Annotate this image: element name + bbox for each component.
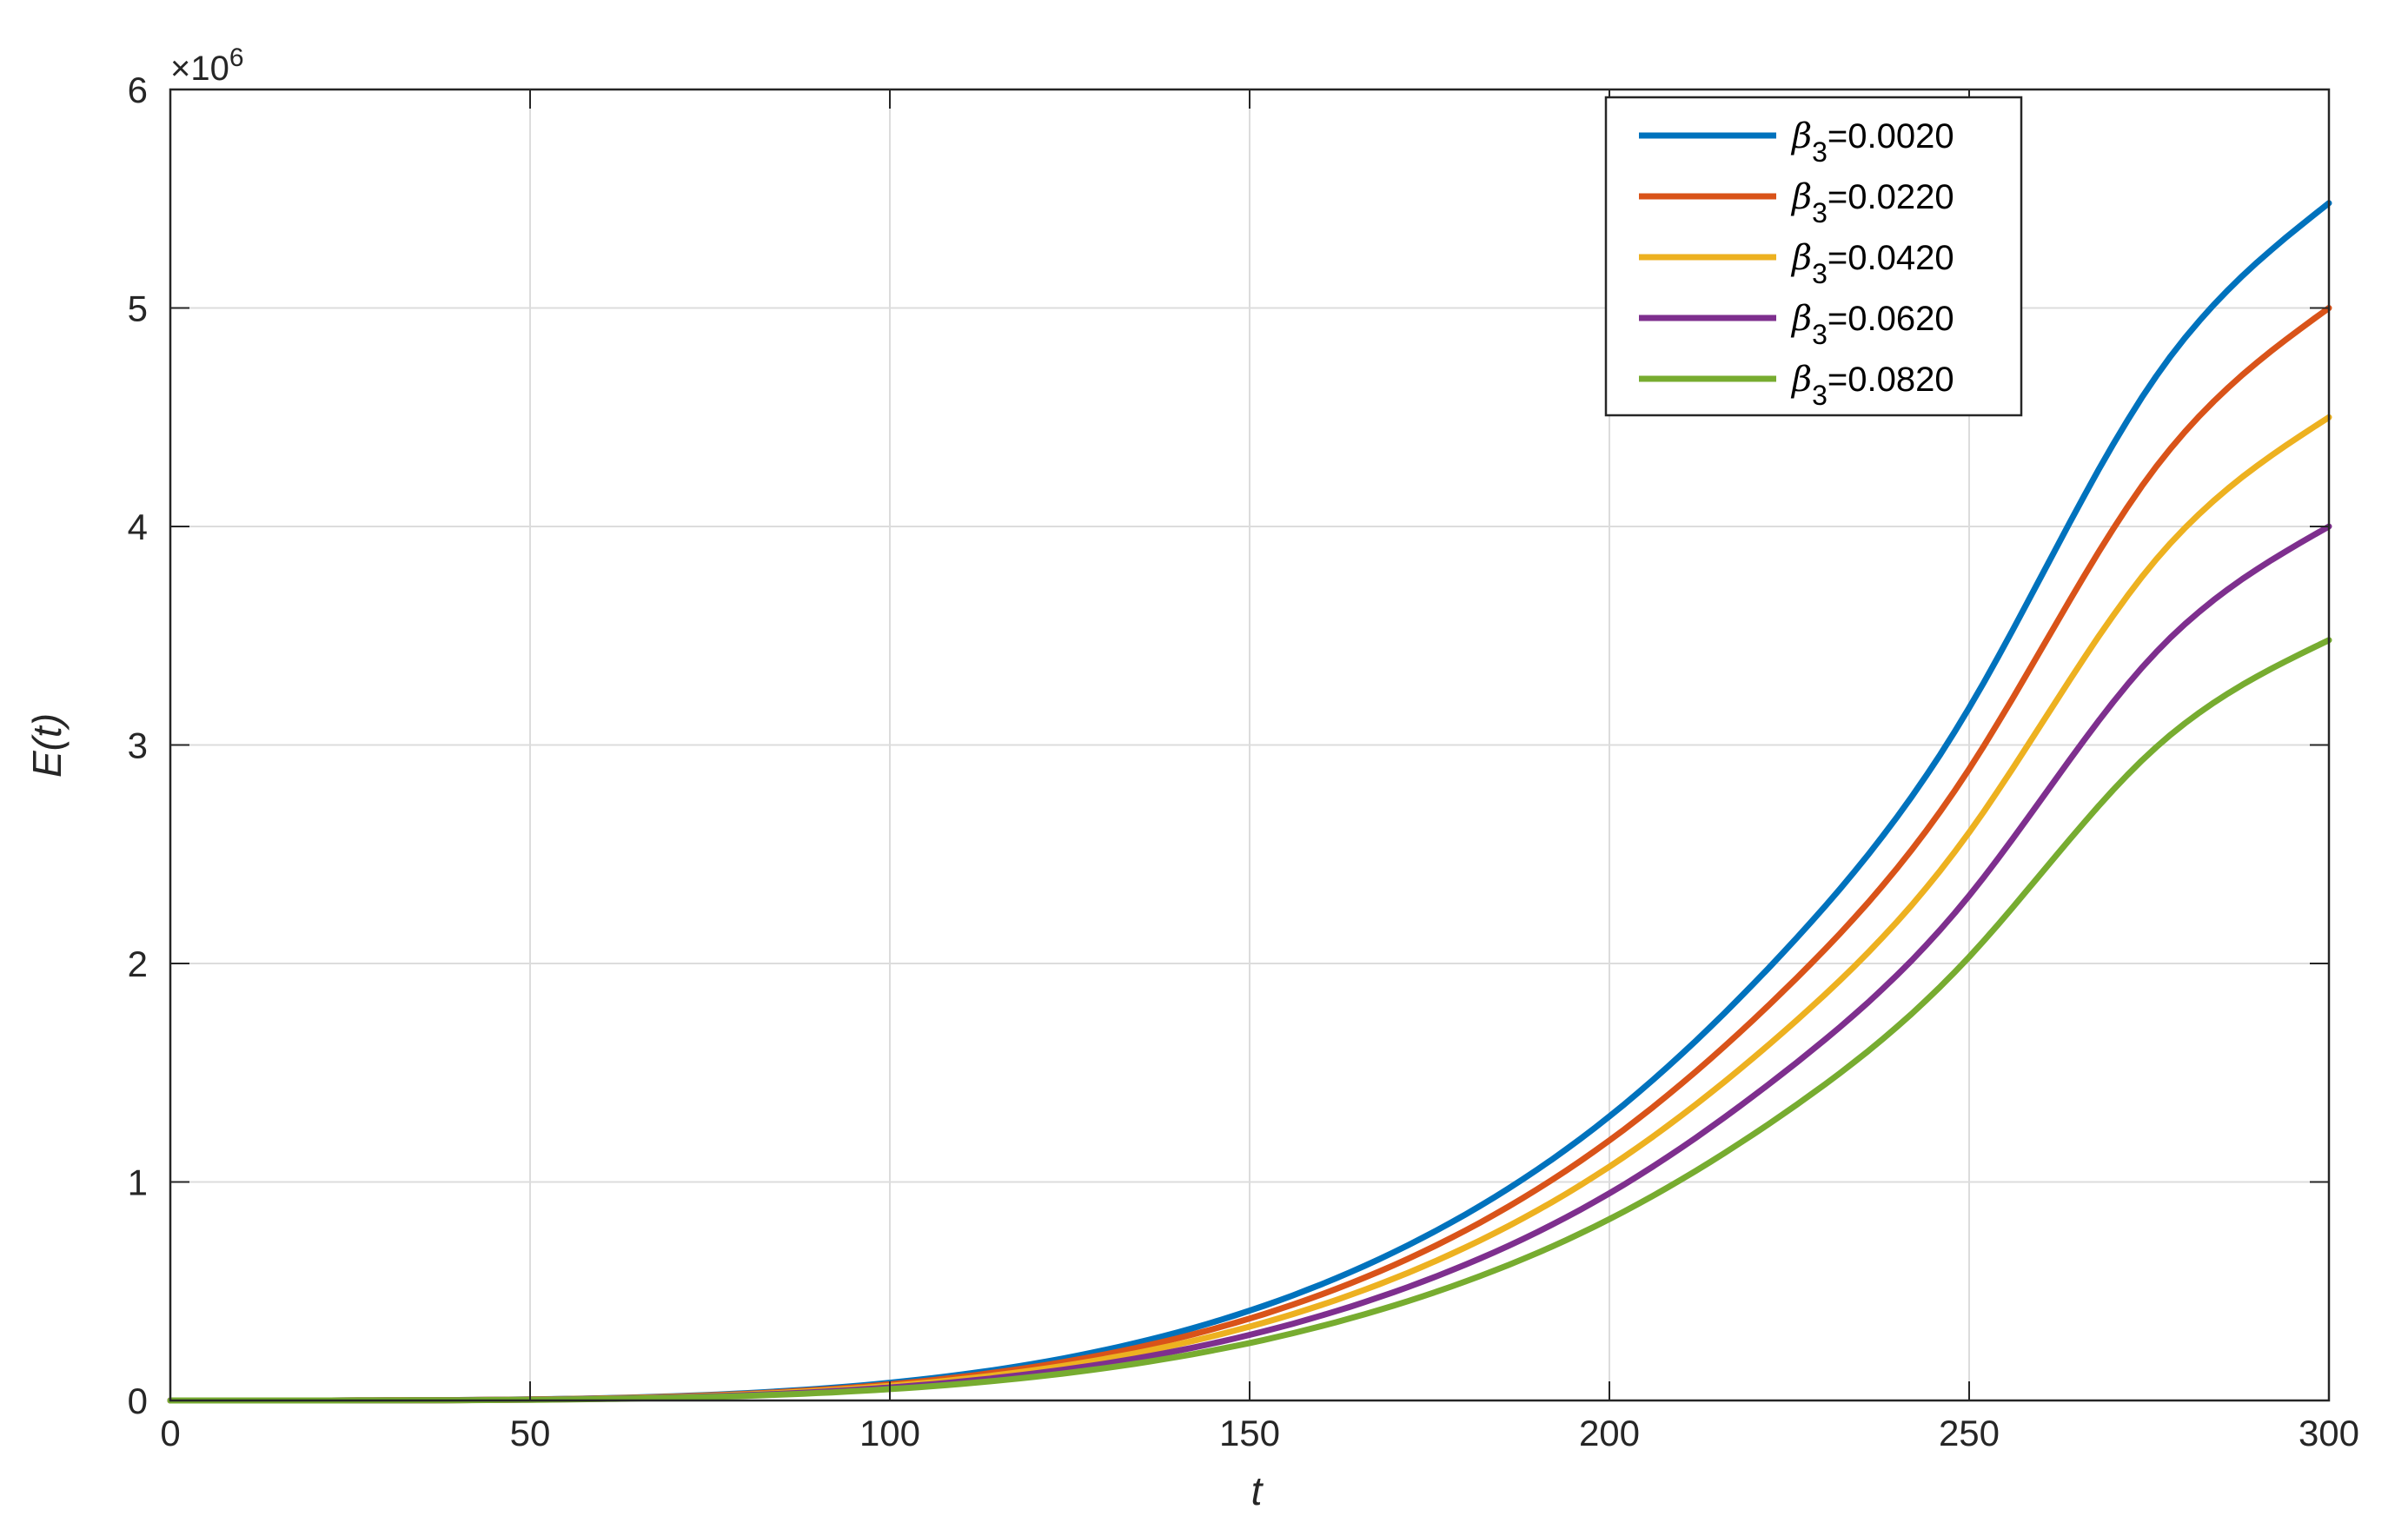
legend-item: β3=0.0820 [1639, 360, 1954, 411]
legend-symbol: β [1790, 299, 1812, 339]
x-tick-label: 50 [510, 1413, 551, 1453]
y-exponent-label: ×106 [170, 43, 244, 88]
y-tick-label: 4 [128, 506, 148, 547]
legend-item: β3=0.0620 [1639, 299, 1954, 350]
legend-subscript: 3 [1812, 197, 1828, 228]
legend-item: β3=0.0420 [1639, 238, 1954, 289]
tick-marks [169, 89, 2330, 1401]
legend-value: =0.0820 [1828, 361, 1954, 399]
legend-label: β3=0.0020 [1790, 116, 1954, 168]
x-tick-label: 150 [1219, 1413, 1280, 1453]
y-tick-label: 0 [128, 1380, 148, 1421]
y-exponent-base: ×10 [170, 50, 229, 88]
x-axis-label: t [1251, 1468, 1264, 1513]
y-exponent-power: 6 [229, 43, 244, 72]
legend-value: =0.0020 [1828, 117, 1954, 156]
legend-subscript: 3 [1812, 258, 1828, 289]
legend-symbol: β [1790, 360, 1812, 400]
legend-label: β3=0.0820 [1790, 360, 1954, 411]
y-tick-label: 3 [128, 725, 148, 766]
legend-symbol: β [1790, 116, 1812, 156]
y-tick-label: 1 [128, 1162, 148, 1203]
y-axis-label: E(t) [24, 713, 70, 778]
x-tick-label: 250 [1939, 1413, 2000, 1453]
x-tick-label: 300 [2299, 1413, 2359, 1453]
x-tick-label: 100 [859, 1413, 920, 1453]
legend-item: β3=0.0220 [1639, 177, 1954, 228]
legend-value: =0.0420 [1828, 239, 1954, 277]
legend-label: β3=0.0620 [1790, 299, 1954, 350]
legend-subscript: 3 [1812, 319, 1828, 350]
legend-label: β3=0.0220 [1790, 177, 1954, 228]
legend-symbol: β [1790, 177, 1812, 217]
y-tick-label: 2 [128, 943, 148, 984]
tick-labels: 0 50 100 150 200 250 300 0 1 2 3 4 5 6 [128, 70, 2359, 1453]
x-tick-label: 0 [160, 1413, 180, 1453]
legend-subscript: 3 [1812, 380, 1828, 411]
y-tick-label: 6 [128, 70, 148, 110]
y-tick-label: 5 [128, 288, 148, 329]
legend-subscript: 3 [1812, 136, 1828, 168]
legend-label: β3=0.0420 [1790, 238, 1954, 289]
legend-value: =0.0620 [1828, 300, 1954, 338]
legend-symbol: β [1790, 238, 1812, 278]
legend-item: β3=0.0020 [1639, 116, 1954, 168]
legend: β3=0.0020β3=0.0220β3=0.0420β3=0.0620β3=0… [1604, 96, 2023, 417]
legend-value: =0.0220 [1828, 178, 1954, 216]
x-tick-label: 200 [1579, 1413, 1640, 1453]
